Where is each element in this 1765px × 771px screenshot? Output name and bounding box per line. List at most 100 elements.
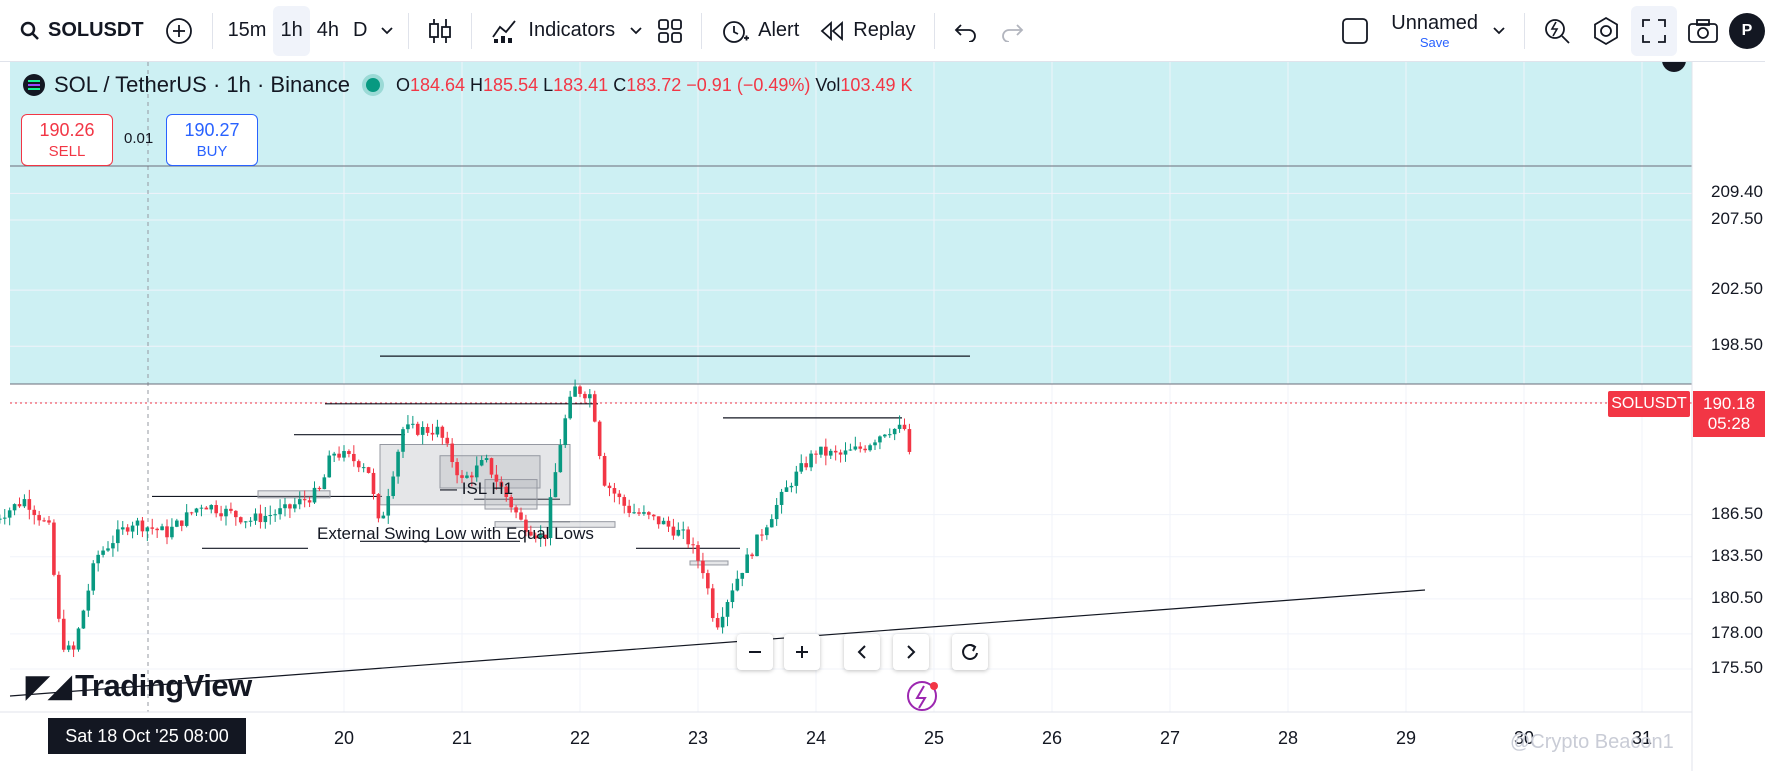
alert-button[interactable]: Alert (710, 6, 809, 56)
candle-body (656, 516, 661, 525)
candle-body (883, 434, 887, 437)
candle-body (627, 505, 631, 513)
time-tick-label: 25 (924, 728, 945, 748)
candle-body (317, 487, 322, 490)
scroll-top-icon[interactable] (1662, 62, 1686, 72)
redo-button[interactable] (989, 6, 1035, 56)
zoom-in-button[interactable] (784, 634, 820, 670)
swing-low-annotation[interactable]: External Swing Low with Equal Lows (317, 524, 594, 543)
candle-body (297, 499, 302, 505)
sell-button[interactable]: 190.26 SELL (21, 114, 113, 166)
candle-body (833, 450, 838, 453)
candle-body (887, 434, 892, 436)
price-tick-label: 183.50 (1711, 545, 1763, 565)
tradingview-logo[interactable]: ◤◢ TradingView (26, 668, 252, 704)
chevron-right-icon (907, 645, 916, 659)
price-tick-label: 209.40 (1711, 182, 1763, 202)
price-tick-label: 175.50 (1711, 658, 1763, 677)
undo-button[interactable] (943, 6, 989, 56)
candle-body (691, 544, 695, 546)
candle-body (868, 445, 872, 451)
candle-body (160, 526, 164, 531)
interval-d[interactable]: D (352, 19, 368, 41)
time-tick-label: 27 (1160, 728, 1181, 748)
candle-body (130, 525, 135, 532)
indicators-label: Indicators (528, 19, 616, 41)
legend-title[interactable]: SOL / TetherUS · 1h · Binance (54, 72, 350, 97)
price-tick-label: 180.50 (1711, 587, 1763, 607)
solana-logo-icon (23, 74, 45, 96)
indicators-icon (492, 19, 517, 43)
candle-body (853, 446, 858, 450)
order-block (689, 560, 729, 566)
layout-name-button[interactable]: Unnamed Save (1331, 6, 1516, 56)
settings-button[interactable] (1581, 6, 1631, 56)
reset-chart-button[interactable] (952, 634, 988, 670)
compare-button[interactable] (154, 6, 204, 56)
candles (0, 379, 912, 658)
replay-button[interactable]: Replay (809, 6, 925, 56)
candle-body (573, 386, 577, 397)
chevron-down-icon (381, 26, 394, 34)
candle-body (342, 451, 346, 458)
chart-type-button[interactable] (417, 6, 463, 56)
lightning-icon[interactable] (907, 681, 937, 711)
interval-15m[interactable]: 15m (227, 19, 267, 41)
isl-annotation[interactable]: — ISL H1 (440, 479, 514, 498)
indicators-button[interactable]: Indicators (480, 6, 625, 56)
candle-body (632, 512, 636, 514)
candle-body (37, 515, 41, 521)
watermark: @Crypto Beacon1 (1510, 731, 1674, 753)
buy-button[interactable]: 190.27 BUY (166, 114, 258, 166)
open-label: O (395, 74, 410, 95)
close-label: C (613, 74, 627, 95)
candle-body (194, 508, 199, 513)
scroll-right-button[interactable] (893, 634, 929, 670)
interval-4h[interactable]: 4h (316, 19, 339, 41)
price-tick-label: 186.50 (1711, 503, 1763, 523)
candle-body (396, 451, 400, 477)
candle-body (588, 394, 592, 399)
ohlc-values: O184.64 H185.54 L183.41 C183.72 −0.91 (−… (396, 75, 913, 96)
fullscreen-button[interactable] (1631, 5, 1677, 56)
time-tick-label: 21 (452, 728, 473, 748)
candle-body (838, 452, 843, 455)
camera-icon (1688, 18, 1718, 43)
candle-body (720, 616, 725, 628)
candle-body (61, 618, 66, 650)
candle-body (356, 461, 361, 468)
candle-body (440, 426, 445, 438)
candle-body (902, 424, 907, 430)
scroll-left-button[interactable] (844, 634, 880, 670)
divider (408, 12, 410, 49)
sell-label: SELL (48, 143, 86, 160)
layouts-button[interactable] (647, 6, 693, 56)
time-tick-label: 24 (806, 728, 827, 748)
candle-body (824, 446, 828, 456)
candle-body (878, 436, 882, 443)
candle-body (204, 507, 209, 510)
snapshot-button[interactable] (1677, 6, 1729, 56)
candle-body (706, 573, 710, 589)
candle-body (622, 497, 627, 506)
symbol-search[interactable]: SOLUSDT (0, 6, 154, 56)
candle-body (755, 534, 759, 557)
avatar[interactable]: P (1729, 12, 1765, 49)
price-chart[interactable] (0, 62, 1765, 771)
candle-body (106, 548, 110, 551)
quick-search-button[interactable] (1533, 6, 1581, 56)
interval-dropdown[interactable] (374, 6, 400, 56)
candle-body (681, 529, 686, 531)
candle-body (366, 467, 371, 473)
crosshair-time-badge: Sat 18 Oct '25 08:00 (48, 718, 246, 754)
candle-body (769, 519, 774, 528)
indicators-dropdown[interactable] (625, 6, 647, 56)
layout-name: Unnamed (1391, 11, 1478, 34)
interval-1h[interactable]: 1h (273, 5, 310, 56)
candle-body (828, 450, 833, 456)
candle-body (71, 645, 76, 650)
candle-body (666, 520, 671, 527)
grid-icon (658, 18, 683, 43)
fullscreen-icon (1642, 18, 1666, 43)
zoom-out-button[interactable] (737, 634, 773, 670)
